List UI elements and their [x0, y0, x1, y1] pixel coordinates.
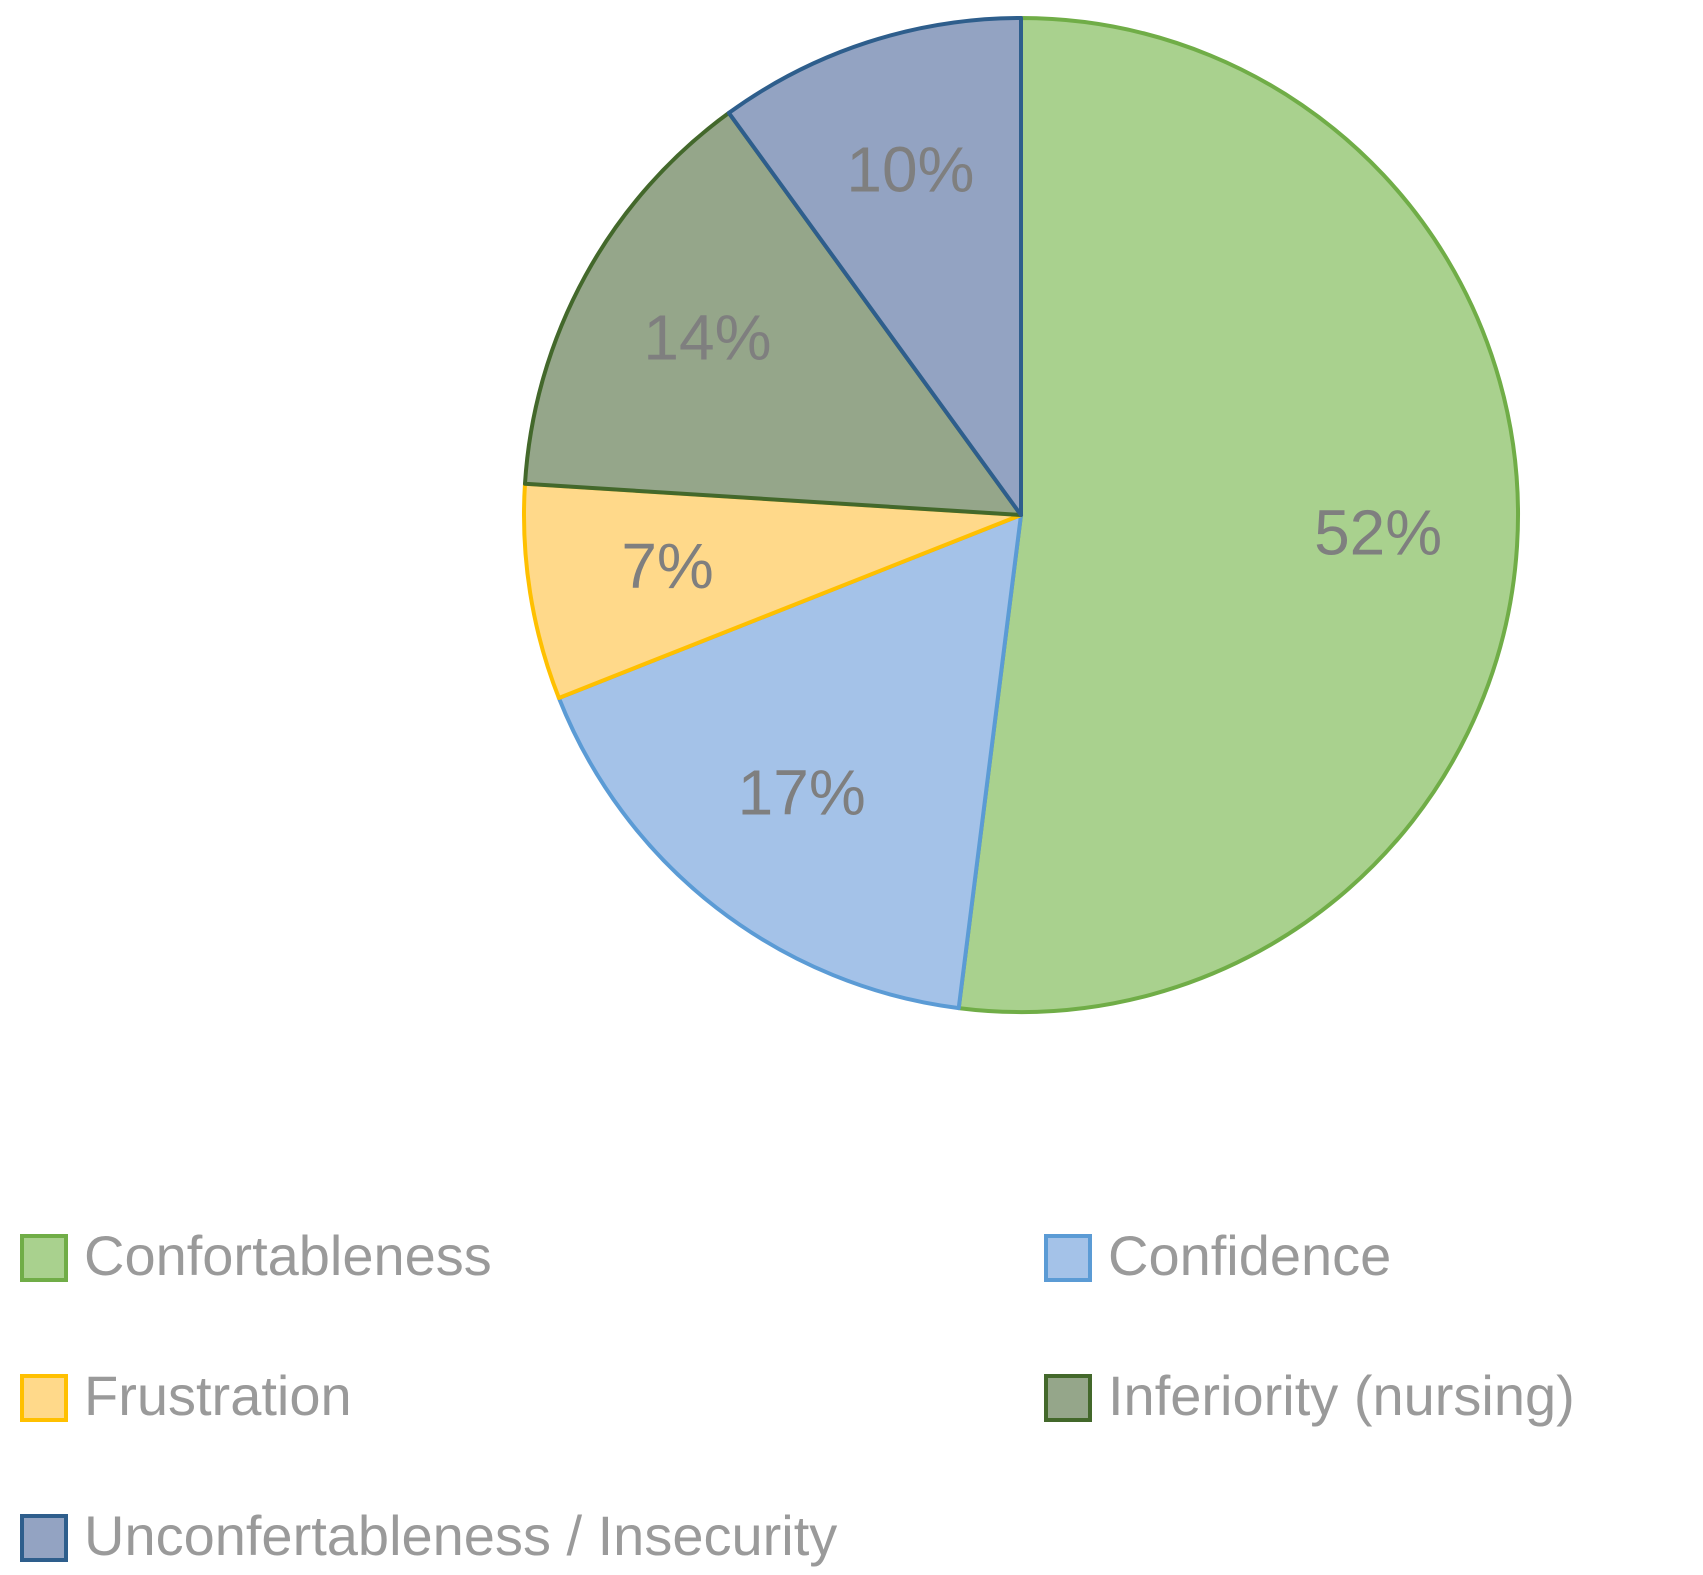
- legend-swatch: [20, 1374, 68, 1422]
- legend-label: Confidence: [1108, 1224, 1391, 1287]
- pie-slice: [956, 16, 1520, 1014]
- value-label: 14%: [643, 302, 771, 374]
- pie-slice: [726, 16, 1023, 517]
- legend-swatch: [20, 1234, 68, 1282]
- legend-label: Confortableness: [84, 1224, 492, 1287]
- pie-slice: [522, 110, 1023, 517]
- pie-slice: [522, 481, 1023, 700]
- value-label: 17%: [738, 757, 866, 829]
- legend-swatch: [20, 1514, 68, 1562]
- legend-swatch: [1044, 1374, 1092, 1422]
- legend-label: Unconfertableness / Insecurity: [84, 1504, 837, 1567]
- value-label: 7%: [621, 530, 714, 602]
- pie-slice: [556, 513, 1023, 1011]
- legend-swatch: [1044, 1234, 1092, 1282]
- legend-label: Frustration: [84, 1364, 352, 1427]
- value-label: 52%: [1314, 496, 1442, 568]
- legend-label: Inferiority (nursing): [1108, 1364, 1575, 1427]
- value-label: 10%: [846, 134, 974, 206]
